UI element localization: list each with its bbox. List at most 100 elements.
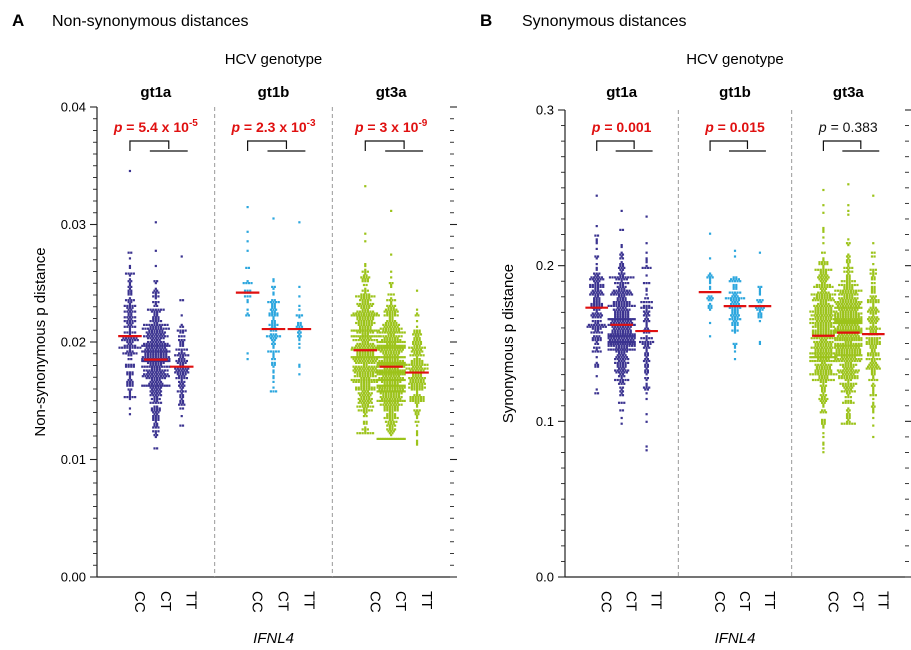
data-point (397, 329, 401, 332)
data-point (180, 392, 183, 395)
data-point (836, 316, 840, 319)
data-point (848, 285, 851, 288)
data-point (271, 323, 274, 326)
data-point (857, 325, 860, 328)
data-point (855, 327, 858, 330)
data-point (153, 399, 156, 402)
data-point (645, 348, 648, 351)
data-point (154, 375, 157, 378)
data-point (851, 377, 854, 380)
data-point (822, 405, 825, 408)
data-point (876, 340, 879, 344)
data-point (158, 310, 161, 313)
data-point (857, 335, 860, 338)
data-point (418, 337, 421, 340)
data-point (130, 342, 133, 345)
data-point (146, 308, 150, 311)
data-point (357, 380, 360, 383)
data-point (758, 299, 762, 302)
data-point (620, 266, 623, 269)
data-point (379, 361, 383, 364)
data-point (271, 321, 274, 325)
data-point (361, 373, 364, 376)
data-point (417, 397, 420, 401)
data-point (417, 314, 420, 317)
data-point (858, 352, 862, 355)
data-point (415, 359, 419, 363)
data-point (610, 344, 613, 347)
data-point (415, 416, 419, 420)
data-point (357, 339, 360, 342)
data-point (298, 342, 301, 345)
data-point (419, 399, 423, 402)
data-point (356, 354, 359, 357)
data-point (850, 329, 853, 332)
data-point (856, 320, 859, 323)
data-point (366, 367, 369, 370)
data-point (384, 394, 388, 397)
data-point (845, 420, 849, 423)
data-point (845, 287, 849, 290)
data-point (869, 361, 872, 364)
data-point (361, 301, 364, 304)
data-point (383, 310, 386, 313)
data-point (375, 314, 378, 317)
data-point (627, 316, 630, 319)
data-point (392, 321, 395, 325)
data-point (836, 304, 840, 307)
data-point (360, 409, 363, 412)
data-point (599, 312, 602, 315)
data-point (178, 403, 181, 406)
data-point (602, 285, 605, 288)
data-point (126, 321, 129, 325)
data-point (157, 352, 160, 355)
data-point (855, 346, 858, 349)
data-point (757, 306, 760, 309)
data-point (823, 422, 826, 425)
data-point (399, 346, 402, 349)
data-point (596, 274, 600, 277)
data-point (379, 327, 382, 330)
data-point (822, 226, 825, 230)
data-point (415, 350, 419, 353)
data-point (708, 335, 712, 338)
data-point (619, 354, 622, 357)
data-point (849, 384, 853, 387)
data-point (371, 432, 375, 435)
data-point (822, 333, 825, 336)
data-point (371, 331, 375, 334)
data-point (403, 384, 406, 387)
data-point (180, 378, 183, 382)
data-point (181, 407, 185, 410)
data-point (853, 352, 856, 355)
data-point (628, 327, 631, 330)
data-point (130, 354, 133, 357)
data-point (148, 335, 151, 338)
data-point (181, 356, 185, 359)
data-point (822, 371, 825, 374)
data-point (179, 299, 182, 302)
data-point (842, 335, 845, 338)
data-point (848, 270, 851, 273)
data-point (409, 369, 412, 372)
data-point (366, 302, 369, 306)
data-point (158, 365, 161, 368)
data-point (822, 441, 825, 444)
data-point (145, 323, 148, 326)
data-point (731, 323, 734, 326)
data-point (845, 282, 849, 285)
data-point (849, 401, 853, 404)
data-point (415, 439, 419, 442)
data-point (845, 344, 848, 347)
data-point (184, 371, 187, 374)
data-point (360, 386, 363, 389)
data-point (706, 297, 709, 300)
data-point (365, 378, 368, 382)
data-point (821, 352, 824, 355)
data-point (386, 401, 389, 404)
data-point (621, 394, 625, 397)
data-point (387, 350, 390, 353)
data-point (612, 333, 615, 336)
data-point (811, 373, 815, 376)
data-point (847, 318, 850, 321)
